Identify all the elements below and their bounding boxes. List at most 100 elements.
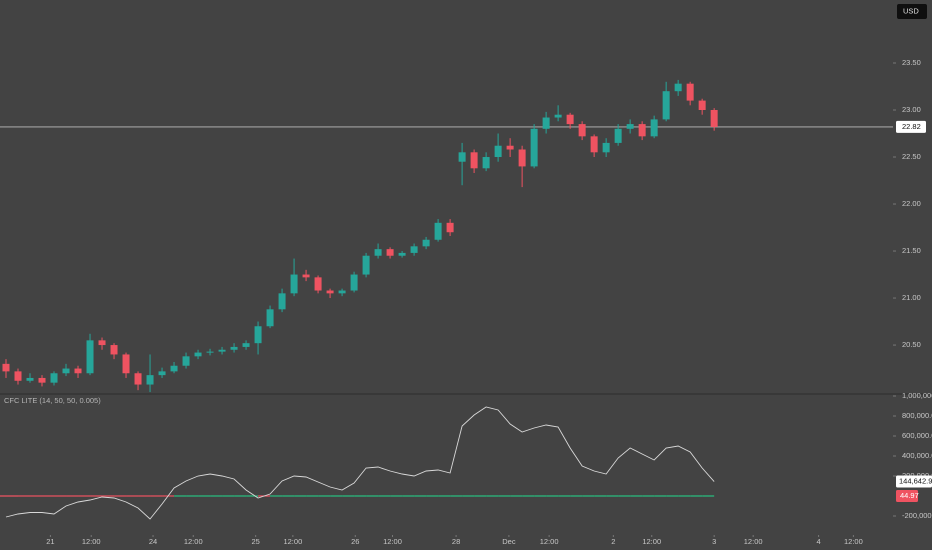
x-tick-label: 3 <box>712 537 716 546</box>
x-tick-label: 25 <box>251 537 259 546</box>
y-tick-label: 21.00 <box>902 293 921 302</box>
candle-body <box>374 249 382 256</box>
candle-body <box>242 343 250 347</box>
x-tick-label: 4 <box>816 537 820 546</box>
candle-body <box>290 274 298 294</box>
signal-label: 44.97 <box>900 491 919 500</box>
currency-label: USD <box>903 6 919 15</box>
x-tick-label: 12:00 <box>283 537 302 546</box>
x-tick-label: 21 <box>46 537 54 546</box>
x-tick-label: Dec <box>502 537 516 546</box>
y-tick-label: 200,000.00 <box>902 471 932 480</box>
candle-body <box>182 356 190 366</box>
candle-body <box>434 222 442 240</box>
candle-body <box>518 149 526 167</box>
candle-body <box>410 246 418 253</box>
currency-badge[interactable] <box>897 4 927 19</box>
x-tick-label: 28 <box>452 537 460 546</box>
candle-body <box>626 124 634 129</box>
y-tick-label: 400,000.00 <box>902 451 932 460</box>
candle-body <box>650 119 658 137</box>
candle-body <box>266 309 274 327</box>
y-tick-label: 1,000,000.00 <box>902 391 932 400</box>
value-label: 144,642.93 <box>899 477 932 486</box>
y-tick-label: 22.50 <box>902 152 921 161</box>
candle-body <box>206 351 214 353</box>
candle-body <box>26 377 34 381</box>
candle-body <box>158 371 166 376</box>
candle-body <box>398 252 406 256</box>
x-tick-label: 12:00 <box>642 537 661 546</box>
candle-body <box>446 222 454 233</box>
candle-body <box>14 371 22 381</box>
candle-body <box>482 157 490 169</box>
candle-body <box>638 124 646 137</box>
y-tick-label: 21.50 <box>902 246 921 255</box>
candle-body <box>314 277 322 291</box>
candle-body <box>146 375 154 385</box>
last-price-badge <box>896 120 926 133</box>
candle-body <box>614 128 622 143</box>
candle-body <box>2 363 10 372</box>
last-price-label: 22.82 <box>902 122 921 131</box>
y-tick-label: -200,000.00 <box>902 511 932 520</box>
candle-body <box>554 114 562 118</box>
indicator-title: CFC LITE (14, 50, 50, 0.005) <box>4 396 101 405</box>
x-tick-label: 2 <box>611 537 615 546</box>
candle-body <box>170 365 178 372</box>
x-tick-label: 12:00 <box>383 537 402 546</box>
x-tick-label: 12:00 <box>744 537 763 546</box>
candle-body <box>50 373 58 383</box>
candle-body <box>710 110 718 127</box>
x-tick-label: 12:00 <box>82 537 101 546</box>
x-tick-label: 12:00 <box>184 537 203 546</box>
candle-body <box>506 145 514 150</box>
candle-body <box>62 368 70 374</box>
y-tick-label: 800,000.00 <box>902 411 932 420</box>
candle-body <box>350 274 358 291</box>
candle-body <box>302 274 310 278</box>
y-tick-label: 22.00 <box>902 199 921 208</box>
candle-body <box>386 249 394 256</box>
signal-badge <box>896 489 918 502</box>
candle-body <box>38 377 46 383</box>
candle-body <box>218 349 226 352</box>
candle-body <box>422 239 430 247</box>
candle-body <box>578 124 586 137</box>
candle-body <box>194 352 202 357</box>
candle-body <box>470 152 478 169</box>
candle-body <box>542 117 550 129</box>
indicator-line <box>5 406 715 520</box>
candle-body <box>590 136 598 153</box>
candle-body <box>338 290 346 294</box>
value-badge <box>896 475 932 488</box>
x-tick-label: 24 <box>149 537 157 546</box>
x-tick-label: 12:00 <box>540 537 559 546</box>
candle-body <box>86 340 94 374</box>
candle-body <box>230 346 238 350</box>
candle-body <box>326 290 334 294</box>
candle-body <box>278 293 286 310</box>
candle-body <box>110 345 118 355</box>
y-tick-label: 23.50 <box>902 58 921 67</box>
candle-body <box>674 83 682 92</box>
candle-body <box>566 114 574 125</box>
x-tick-label: 26 <box>351 537 359 546</box>
candle-body <box>74 368 82 374</box>
candle-body <box>134 373 142 385</box>
candle-body <box>602 142 610 153</box>
candle-body <box>686 83 694 101</box>
candle-body <box>254 326 262 344</box>
candle-body <box>662 91 670 120</box>
x-tick-label: 12:00 <box>844 537 863 546</box>
y-tick-label: 600,000.00 <box>902 431 932 440</box>
candle-body <box>122 354 130 374</box>
candle-body <box>98 340 106 346</box>
candle-body <box>458 152 466 162</box>
y-tick-label: 20.50 <box>902 340 921 349</box>
candle-body <box>530 128 538 167</box>
candle-body <box>362 255 370 275</box>
candle-body <box>698 100 706 111</box>
